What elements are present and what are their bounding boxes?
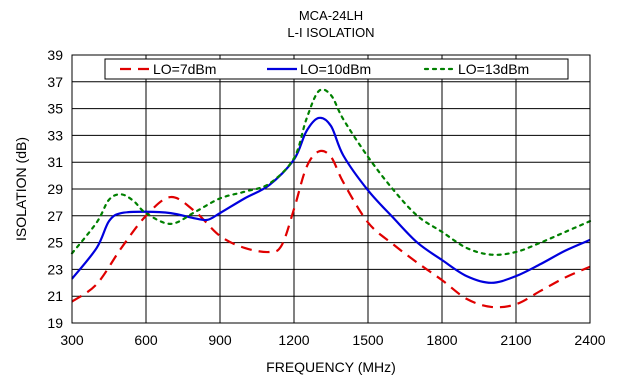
y-tick-label: 29 bbox=[47, 181, 63, 197]
chart-title: MCA-24LH bbox=[299, 8, 363, 23]
legend-label: LO=13dBm bbox=[458, 61, 529, 77]
x-tick-label: 600 bbox=[134, 332, 158, 348]
chart-subtitle: L-I ISOLATION bbox=[287, 25, 374, 40]
y-tick-label: 27 bbox=[47, 208, 63, 224]
tick-labels: 300 600 900 1200 1500 1800 2100 2400 19 21 23 25 27 2… bbox=[47, 47, 605, 348]
x-axis-label: FREQUENCY (MHz) bbox=[266, 359, 396, 375]
series-line-1 bbox=[71, 149, 591, 309]
y-tick-label: 21 bbox=[47, 288, 63, 304]
y-tick-label: 31 bbox=[47, 154, 63, 170]
series-lines bbox=[70, 88, 592, 309]
legend-box bbox=[104, 58, 569, 80]
series-line-3 bbox=[70, 88, 592, 256]
y-tick-label: 19 bbox=[47, 315, 63, 331]
y-tick-label: 37 bbox=[47, 74, 63, 90]
x-tick-label: 1500 bbox=[352, 332, 383, 348]
series-line-2 bbox=[71, 116, 591, 284]
y-tick-label: 39 bbox=[47, 47, 63, 63]
x-tick-label: 1200 bbox=[278, 332, 309, 348]
plot-frame bbox=[71, 54, 591, 324]
x-tick-label: 2100 bbox=[500, 332, 531, 348]
y-tick-label: 35 bbox=[47, 101, 63, 117]
legend-label: LO=10dBm bbox=[300, 61, 371, 77]
y-tick-label: 25 bbox=[47, 235, 63, 251]
x-tick-label: 300 bbox=[60, 332, 84, 348]
y-tick-label: 33 bbox=[47, 127, 63, 143]
x-tick-label: 900 bbox=[208, 332, 232, 348]
legend-label: LO=7dBm bbox=[153, 61, 216, 77]
x-tick-label: 1800 bbox=[426, 332, 457, 348]
legend: LO=7dBm LO=10dBm LO=13dBm bbox=[104, 58, 569, 80]
x-tick-label: 2400 bbox=[574, 332, 605, 348]
grid bbox=[71, 54, 591, 324]
y-axis-label: ISOLATION (dB) bbox=[13, 137, 29, 241]
y-tick-label: 23 bbox=[47, 261, 63, 277]
